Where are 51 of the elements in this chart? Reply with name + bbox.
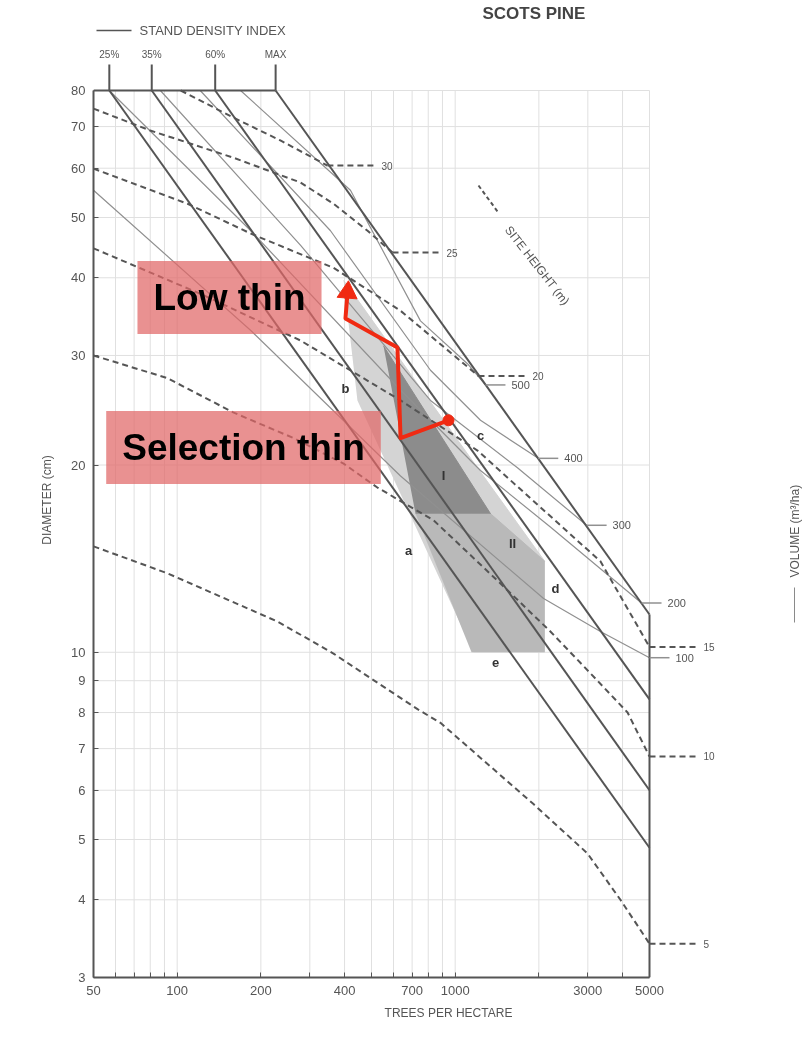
text: MAX xyxy=(264,49,287,60)
x-tick-label: 200 xyxy=(250,982,272,998)
text: 60% xyxy=(205,49,226,60)
legend-label: 300 xyxy=(612,519,631,532)
text: STAND DENSITY INDEX xyxy=(139,23,286,38)
x-tick-label: 1000 xyxy=(440,982,470,998)
legend-label: 500 xyxy=(511,378,530,391)
y-tick-label: 5 xyxy=(78,832,86,847)
legend-label: 400 xyxy=(564,452,583,465)
y-tick-label: 60 xyxy=(71,160,86,176)
y-tick-label: 9 xyxy=(78,673,86,689)
x-tick-label: 700 xyxy=(401,982,423,998)
annotation: Low thin xyxy=(153,277,306,318)
x-axis-title: TREES PER HECTARE xyxy=(384,1005,513,1020)
legend-label: 5 xyxy=(703,938,710,950)
y-tick-label: 4 xyxy=(78,892,86,908)
y-tick-label: 3 xyxy=(78,970,86,985)
annotation: b xyxy=(341,381,350,396)
legend-label: 100 xyxy=(675,651,694,664)
chart-title: SCOTS PINE xyxy=(482,3,586,23)
legend-label: 30 xyxy=(381,160,393,172)
annotation: Selection thin xyxy=(122,427,365,468)
text: 35% xyxy=(141,49,162,60)
annotation: d xyxy=(551,581,560,596)
legend-label: 10 xyxy=(703,751,716,763)
x-tick-label: 5000 xyxy=(635,982,664,998)
x-tick-label: 100 xyxy=(166,982,189,998)
text: 25% xyxy=(99,49,120,60)
y-axis-title: DIAMETER (cm) xyxy=(40,455,55,545)
y-tick-label: 40 xyxy=(71,270,86,286)
annotation: a xyxy=(404,543,413,558)
annotation: c xyxy=(476,428,485,443)
annotation: e xyxy=(491,655,500,670)
legend-label: 15 xyxy=(703,641,716,653)
x-tick-label: 3000 xyxy=(573,982,603,998)
legend-label: 20 xyxy=(532,371,545,383)
y-tick-label: 6 xyxy=(78,782,86,798)
y-tick-label: 8 xyxy=(78,705,86,721)
y-tick-label: 20 xyxy=(71,457,86,473)
legend-label: 200 xyxy=(667,597,686,609)
y-tick-label: 30 xyxy=(71,347,86,363)
annotation: I xyxy=(441,468,446,483)
annotation: II xyxy=(508,536,517,551)
y-tick-label: 7 xyxy=(78,741,86,757)
y-tick-label: 70 xyxy=(71,119,86,135)
y-tick-label: 50 xyxy=(71,209,86,225)
x-tick-label: 400 xyxy=(333,982,356,998)
y-tick-label: 80 xyxy=(71,83,86,98)
legend-label: 25 xyxy=(446,247,459,259)
y-tick-label: 10 xyxy=(71,644,86,660)
text: VOLUME (m³/ha) xyxy=(787,484,802,578)
